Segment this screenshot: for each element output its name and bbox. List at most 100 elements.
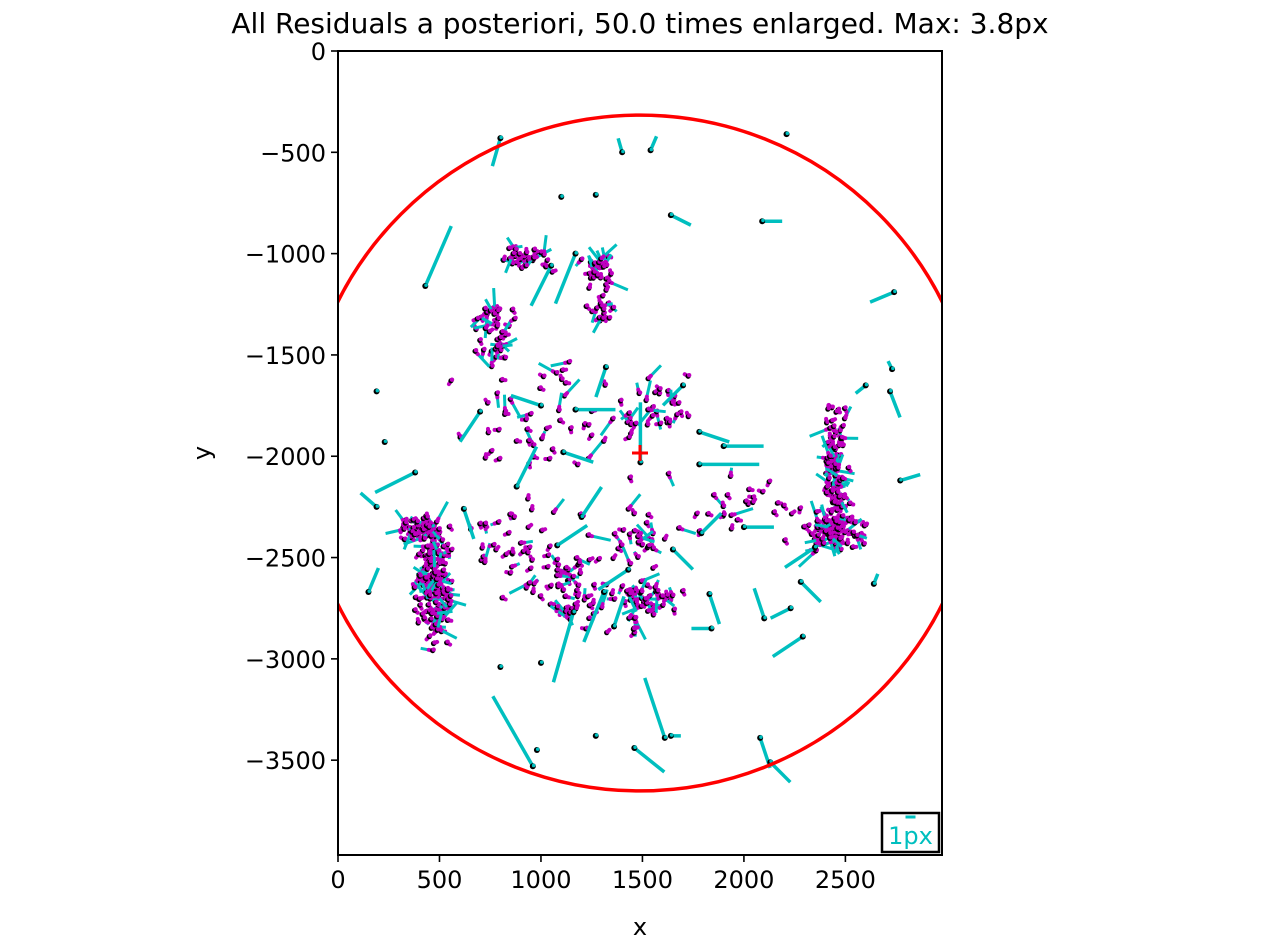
tie-point-marker <box>828 453 833 458</box>
tie-point-marker <box>418 601 423 607</box>
tie-point-marker <box>532 580 538 586</box>
tie-point-marker <box>575 587 580 592</box>
tie-point-marker <box>404 519 409 525</box>
tie-point-marker <box>671 592 676 598</box>
tie-point-marker <box>404 516 409 522</box>
tie-point-marker <box>645 582 651 587</box>
tie-point-marker <box>530 506 535 512</box>
control-point-marker <box>710 625 715 630</box>
tie-point-marker <box>651 545 657 550</box>
control-point-marker <box>663 735 668 739</box>
residual-vector <box>769 606 792 620</box>
tie-point-marker <box>549 582 554 588</box>
tie-point-marker <box>435 542 441 547</box>
tie-point-marker <box>546 552 552 557</box>
tie-point-marker <box>783 537 788 542</box>
tie-point-marker <box>816 532 822 537</box>
tie-point-marker <box>517 250 523 256</box>
tie-point-marker <box>851 529 857 534</box>
tie-point-marker <box>500 594 506 600</box>
tie-point-marker <box>620 583 626 588</box>
tie-point-marker <box>695 510 700 515</box>
residual-vector <box>529 264 553 307</box>
x-tick-label: 2500 <box>815 866 876 894</box>
tie-point-marker <box>542 252 547 257</box>
control-point-marker <box>799 579 804 583</box>
tie-point-marker <box>504 551 510 556</box>
control-point-marker <box>594 192 599 196</box>
tie-point-marker <box>636 554 641 559</box>
control-point-marker <box>550 263 554 267</box>
residual-vector <box>490 137 503 167</box>
control-point-marker <box>613 623 617 628</box>
tie-point-marker <box>545 257 551 262</box>
tie-point-marker <box>730 525 735 531</box>
residual-vector <box>661 384 685 407</box>
y-tick-label: −1000 <box>245 241 326 269</box>
tie-point-marker <box>840 434 845 440</box>
tie-point-marker <box>587 455 592 460</box>
tie-point-marker <box>587 556 593 562</box>
tie-point-marker <box>651 412 656 418</box>
tie-point-marker <box>620 542 625 547</box>
tie-point-marker <box>850 514 855 519</box>
residual-vector <box>899 472 921 483</box>
tie-point-marker <box>604 287 610 292</box>
tie-point-marker <box>498 455 503 461</box>
tie-point-marker <box>820 536 826 541</box>
control-point-marker <box>572 609 577 614</box>
tie-point-marker <box>555 556 561 561</box>
tie-point-marker <box>437 560 442 566</box>
tie-point-marker <box>663 535 668 541</box>
tie-point-marker <box>838 536 843 541</box>
tie-point-marker <box>441 543 447 548</box>
tie-point-marker <box>428 633 433 638</box>
tie-point-marker <box>432 526 437 531</box>
control-point-marker <box>682 382 686 387</box>
control-point-marker <box>560 194 564 198</box>
tie-point-marker <box>507 245 512 250</box>
control-point-marker <box>801 633 806 638</box>
tie-point-marker <box>667 470 672 476</box>
residual-vector <box>582 591 606 643</box>
tie-point-marker <box>425 566 431 571</box>
tie-point-marker <box>586 532 592 537</box>
control-point-marker <box>698 429 702 433</box>
tie-point-marker <box>430 610 435 616</box>
tie-point-marker <box>548 601 554 606</box>
control-point-marker <box>671 546 676 551</box>
control-point-marker <box>785 131 790 136</box>
tie-point-marker <box>548 455 553 461</box>
tie-point-marker <box>825 439 831 445</box>
residual-vector <box>423 225 453 287</box>
tie-point-marker <box>632 626 637 631</box>
tie-point-marker <box>824 518 829 523</box>
tie-point-marker <box>508 569 514 575</box>
residual-vector <box>580 486 604 518</box>
tie-point-marker <box>658 420 664 425</box>
tie-point-marker <box>681 587 686 593</box>
tie-point-marker <box>561 367 566 372</box>
tie-point-marker <box>484 325 489 330</box>
tie-point-marker <box>587 615 592 620</box>
tie-point-marker <box>627 434 633 439</box>
y-axis-label: y <box>188 446 216 460</box>
tie-point-marker <box>661 602 666 607</box>
tie-point-marker <box>637 390 643 395</box>
tie-point-marker <box>552 509 557 514</box>
tie-point-marker <box>677 525 682 530</box>
control-point-marker <box>872 581 877 585</box>
tie-point-marker <box>413 531 418 537</box>
tie-point-marker <box>529 565 534 570</box>
tie-point-marker <box>429 616 434 621</box>
y-tick-label: −500 <box>260 139 326 167</box>
tie-point-marker <box>834 518 839 524</box>
tie-point-marker <box>587 285 593 290</box>
tie-point-marker <box>424 575 429 580</box>
tie-point-marker <box>483 305 488 311</box>
tie-point-marker <box>815 518 821 523</box>
residual-vector <box>783 545 816 569</box>
residual-vector <box>374 470 416 495</box>
tie-point-marker <box>530 557 536 562</box>
tie-point-marker <box>495 323 501 328</box>
